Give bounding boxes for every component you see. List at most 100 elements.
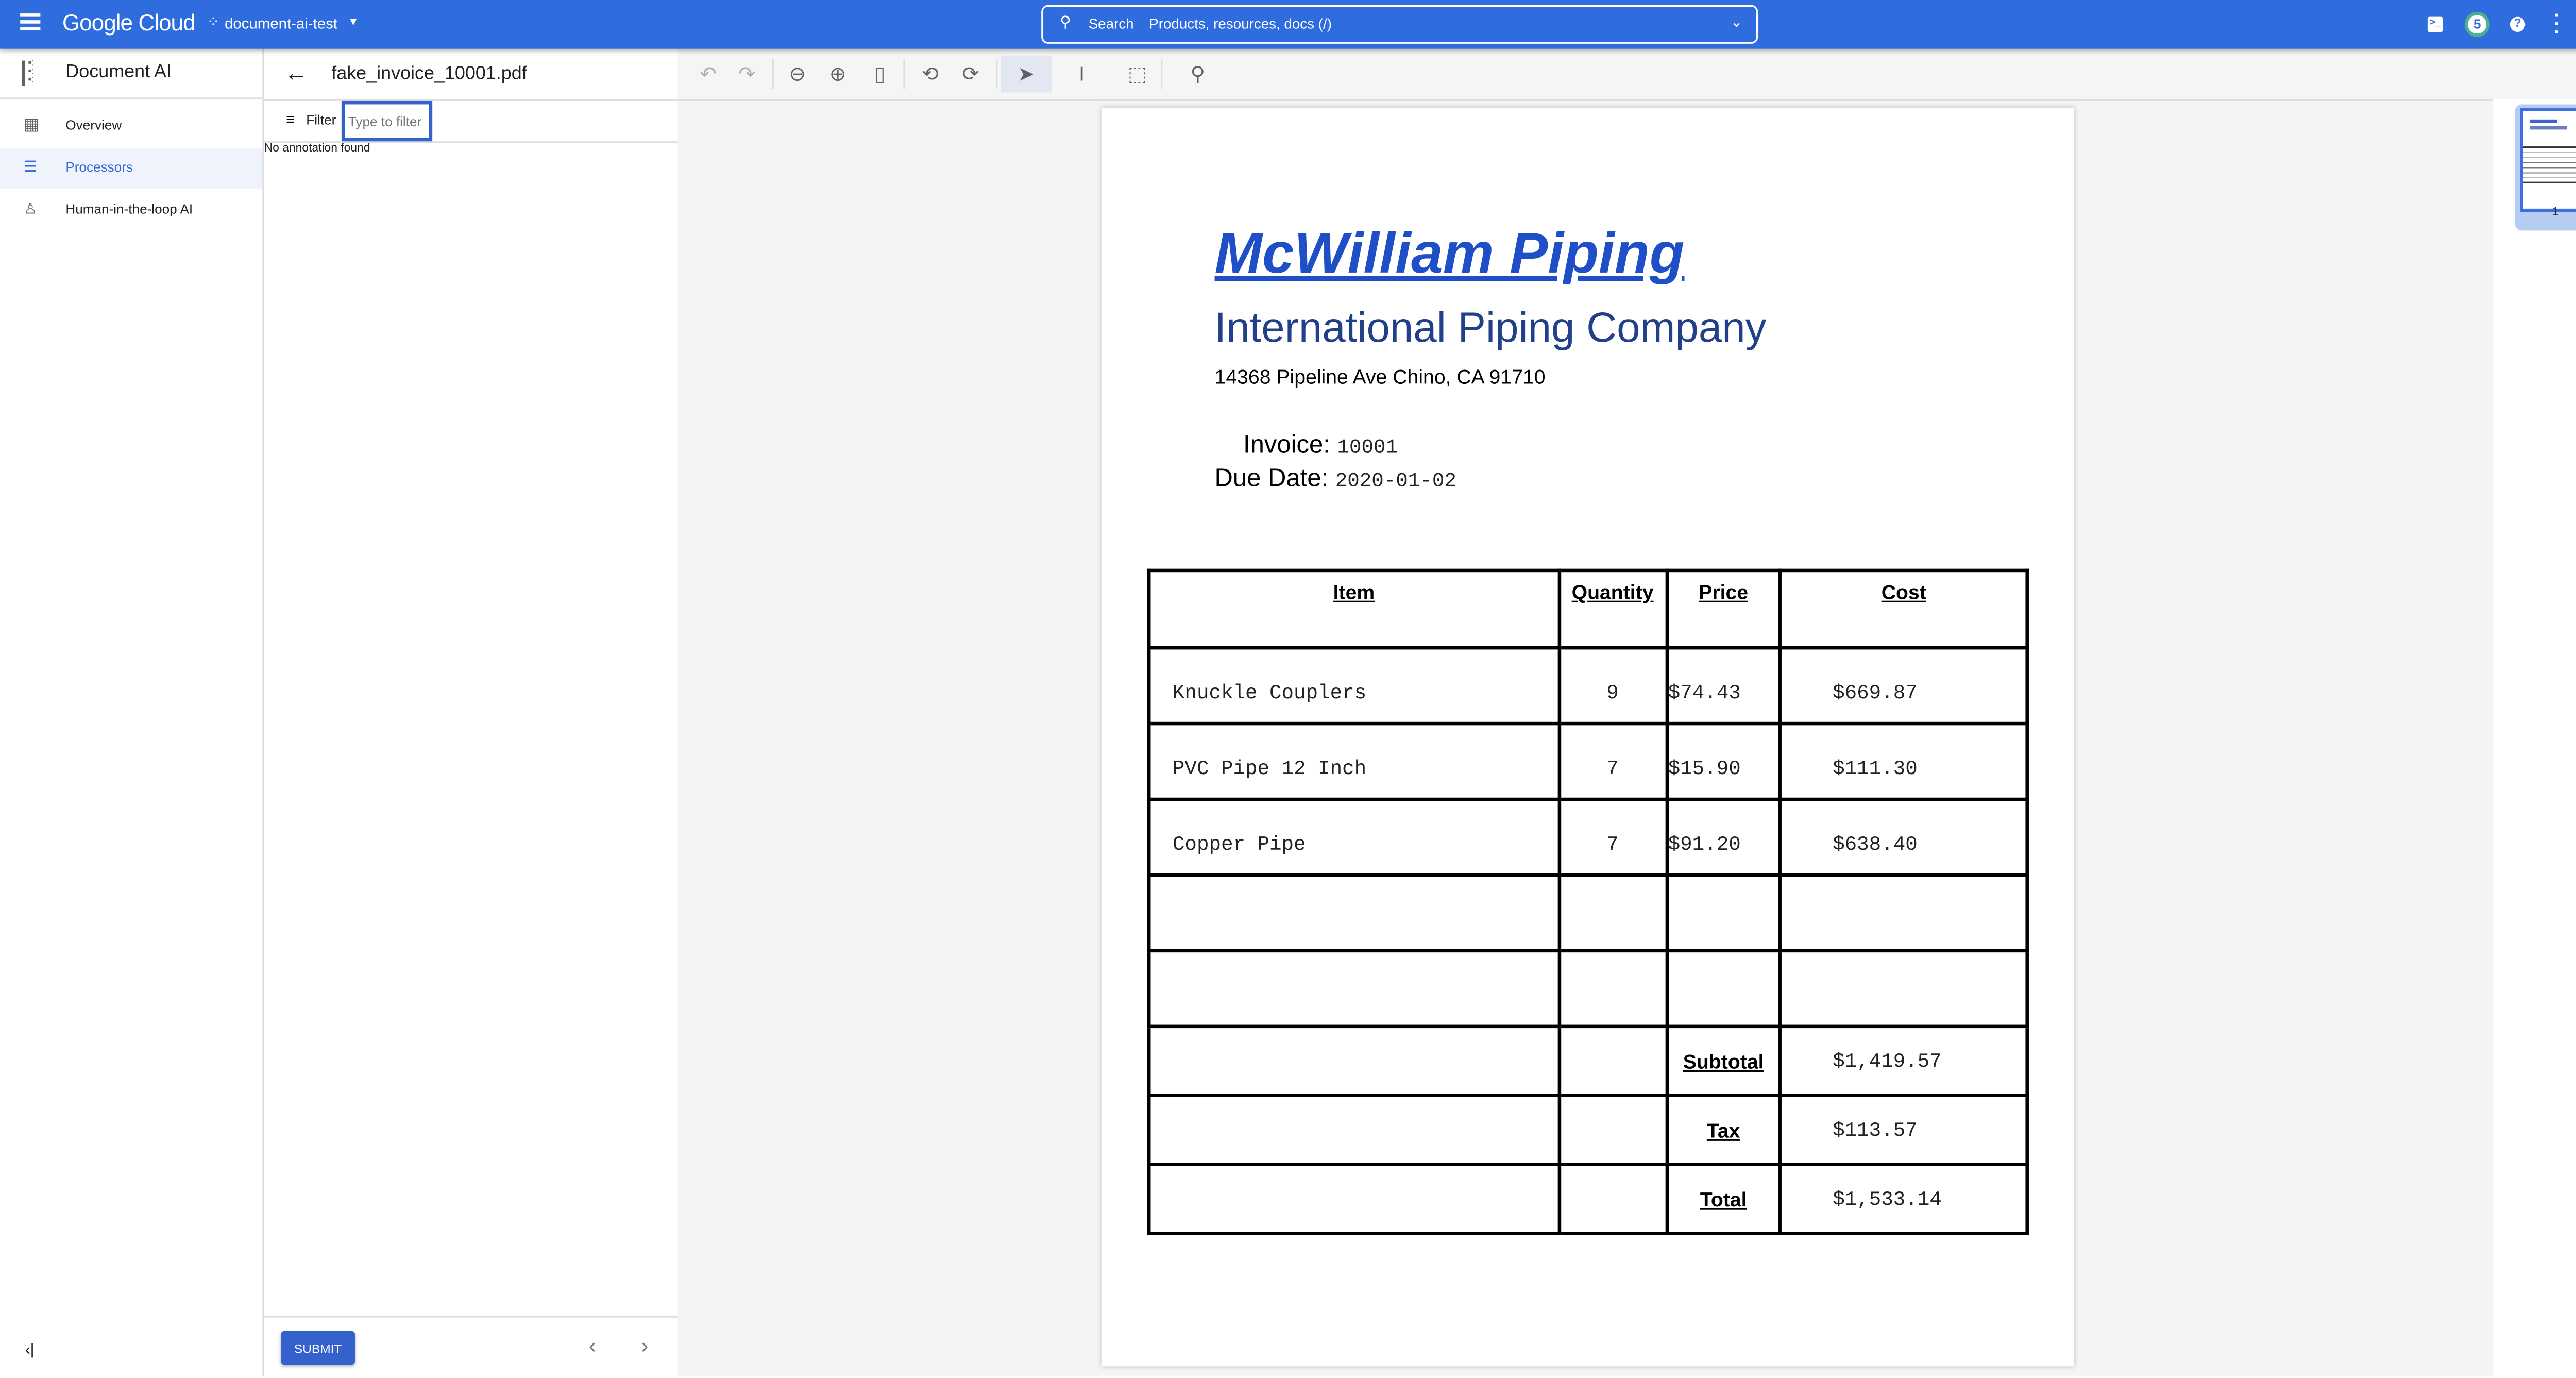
filter-row: ≡ Filter (264, 100, 678, 143)
document-page: McWilliam Piping International Piping Co… (1101, 107, 2075, 1367)
product-title: Document AI (65, 62, 172, 82)
table-row (1147, 873, 2029, 953)
hamburger-icon[interactable] (20, 13, 41, 30)
top-bar: Google Cloud ⁘ document-ai-test ▼ ⚲ Sear… (0, 0, 2576, 49)
table-cell: Copper Pipe (1147, 797, 1561, 877)
nav-item-human-in-the-loop[interactable]: ♙ Human-in-the-loop AI (0, 190, 262, 230)
document-viewer: ↶ ↷ ⊖ ⊕ ▯ ⟲ ⟳ ➤ I ⬚ ⚲ ⋮ McWilliam Piping… (677, 48, 2576, 1377)
table-cell (1147, 873, 1561, 953)
project-selector[interactable]: ⁘ document-ai-test ▼ (207, 13, 360, 31)
zoom-out-icon[interactable]: ⊖ (789, 62, 806, 86)
table-cell (1778, 949, 2029, 1029)
table-cell: PVC Pipe 12 Inch (1147, 721, 1561, 801)
table-cell (1665, 873, 1783, 953)
cloud-shell-icon[interactable]: >_ (2427, 16, 2443, 32)
thumbnail-image (2520, 107, 2576, 212)
company-subtitle: International Piping Company (1214, 305, 1767, 352)
project-icon: ⁘ (207, 13, 220, 30)
column-header: Price (1665, 568, 1783, 650)
select-tool-icon[interactable]: ➤ (1001, 55, 1052, 93)
column-header: Item (1147, 568, 1561, 650)
table-row: Copper Pipe 7 $91.20 $638.40 (1147, 797, 2029, 877)
table-cell: $74.43 (1665, 646, 1783, 726)
filter-label: Filter (306, 112, 336, 128)
table-cell: 7 (1557, 797, 1668, 877)
invoice-table: Item Quantity Price Cost Knuckle Couplers 9 $7… (1147, 568, 2029, 1235)
table-cell: 9 (1557, 646, 1668, 726)
table-row: Knuckle Couplers 9 $74.43 $669.87 (1147, 646, 2029, 726)
company-address: 14368 Pipeline Ave Chino, CA 91710 (1214, 365, 1546, 389)
totals-value: $113.57 (1778, 1094, 2029, 1166)
search-icon: ⚲ (1060, 13, 1071, 30)
help-icon[interactable]: ? (2510, 16, 2526, 32)
column-header: Cost (1778, 568, 2029, 650)
table-cell: $15.90 (1665, 721, 1783, 801)
panel-header: ← fake_invoice_10001.pdf (264, 49, 678, 101)
bounding-box-icon[interactable]: ⬚ (1127, 62, 1147, 86)
empty-annotations-text: No annotation found (264, 143, 370, 155)
totals-value: $1,533.14 (1778, 1163, 2029, 1235)
table-cell (1778, 873, 2029, 953)
totals-row: Subtotal $1,419.57 (1147, 1024, 2029, 1097)
annotation-panel: ← fake_invoice_10001.pdf ≡ Filter No ann… (264, 48, 680, 1378)
nav-header: ▪: ▪: ▪: Document AI (0, 49, 263, 99)
panel-footer: SUBMIT ‹ › (264, 1316, 678, 1378)
notifications-badge[interactable]: 5 (2464, 11, 2490, 37)
file-name: fake_invoice_10001.pdf (331, 64, 527, 85)
totals-value: $1,419.57 (1778, 1024, 2029, 1097)
search-bar[interactable]: ⚲ Search Products, resources, docs (/) ⌄ (1041, 5, 1758, 44)
table-cell (1557, 949, 1668, 1029)
person-check-icon: ♙ (23, 200, 38, 217)
search-input[interactable]: Products, resources, docs (/) (1149, 15, 1332, 32)
table-row: PVC Pipe 12 Inch 7 $15.90 $111.30 (1147, 721, 2029, 801)
totals-row: Tax $113.57 (1147, 1094, 2029, 1166)
document-ai-icon: ▪: ▪: ▪: (22, 59, 45, 86)
table-cell (1147, 949, 1561, 1029)
more-vert-icon[interactable]: · · · (2553, 3, 2561, 44)
company-name: McWilliam Piping (1214, 222, 1685, 287)
search-label: Search (1088, 15, 1134, 32)
google-cloud-logo[interactable]: Google Cloud (62, 10, 196, 36)
filter-icon: ≡ (286, 111, 295, 128)
page-thumbnail[interactable]: 1 (2515, 104, 2576, 231)
text-select-icon[interactable]: I (1079, 62, 1085, 86)
thumbnail-pane: 1 (2493, 99, 2576, 1377)
table-cell (1665, 949, 1783, 1029)
processor-icon: ☰ (23, 158, 38, 175)
fit-page-icon[interactable]: ▯ (874, 62, 886, 86)
totals-row: Total $1,533.14 (1147, 1163, 2029, 1235)
table-cell: $669.87 (1778, 646, 2029, 726)
due-date: 2020-01-02 (1335, 469, 1456, 493)
chevron-down-icon[interactable]: ⌄ (1730, 13, 1743, 30)
zoom-in-icon[interactable]: ⊕ (829, 62, 846, 86)
invoice-number-line: Invoice: 10001 (1243, 430, 1398, 460)
next-icon[interactable]: › (641, 1333, 649, 1358)
table-row (1147, 949, 2029, 1029)
dropdown-arrow-icon: ▼ (347, 16, 360, 29)
rotate-right-icon[interactable]: ⟳ (962, 62, 979, 86)
due-date-line: Due Date: 2020-01-02 (1214, 464, 1456, 493)
table-cell: Knuckle Couplers (1147, 646, 1561, 726)
filter-input[interactable] (341, 100, 433, 142)
previous-icon[interactable]: ‹ (588, 1333, 597, 1358)
table-header-row: Item Quantity Price Cost (1147, 568, 2029, 650)
thumbnail-page-number: 1 (2552, 207, 2559, 219)
collapse-nav-icon[interactable]: ‹| (25, 1341, 35, 1358)
table-cell: $638.40 (1778, 797, 2029, 877)
nav-item-overview[interactable]: ▦ Overview (23, 116, 122, 135)
rotate-left-icon[interactable]: ⟲ (922, 62, 939, 86)
table-cell: $111.30 (1778, 721, 2029, 801)
redo-icon[interactable]: ↷ (738, 62, 756, 86)
totals-label: Tax (1665, 1094, 1783, 1166)
back-arrow-icon[interactable]: ← (284, 59, 308, 86)
nav-item-processors[interactable]: ☰ Processors (0, 148, 263, 189)
submit-button[interactable]: SUBMIT (281, 1331, 355, 1365)
side-nav: ▪: ▪: ▪: Document AI ▦ Overview ☰ Proces… (0, 48, 264, 1377)
undo-icon[interactable]: ↶ (700, 62, 717, 86)
invoice-number: 10001 (1337, 435, 1398, 460)
totals-label: Subtotal (1665, 1024, 1783, 1097)
search-document-icon[interactable]: ⚲ (1190, 62, 1206, 86)
table-cell: $91.20 (1665, 797, 1783, 877)
column-header: Quantity (1557, 568, 1668, 650)
